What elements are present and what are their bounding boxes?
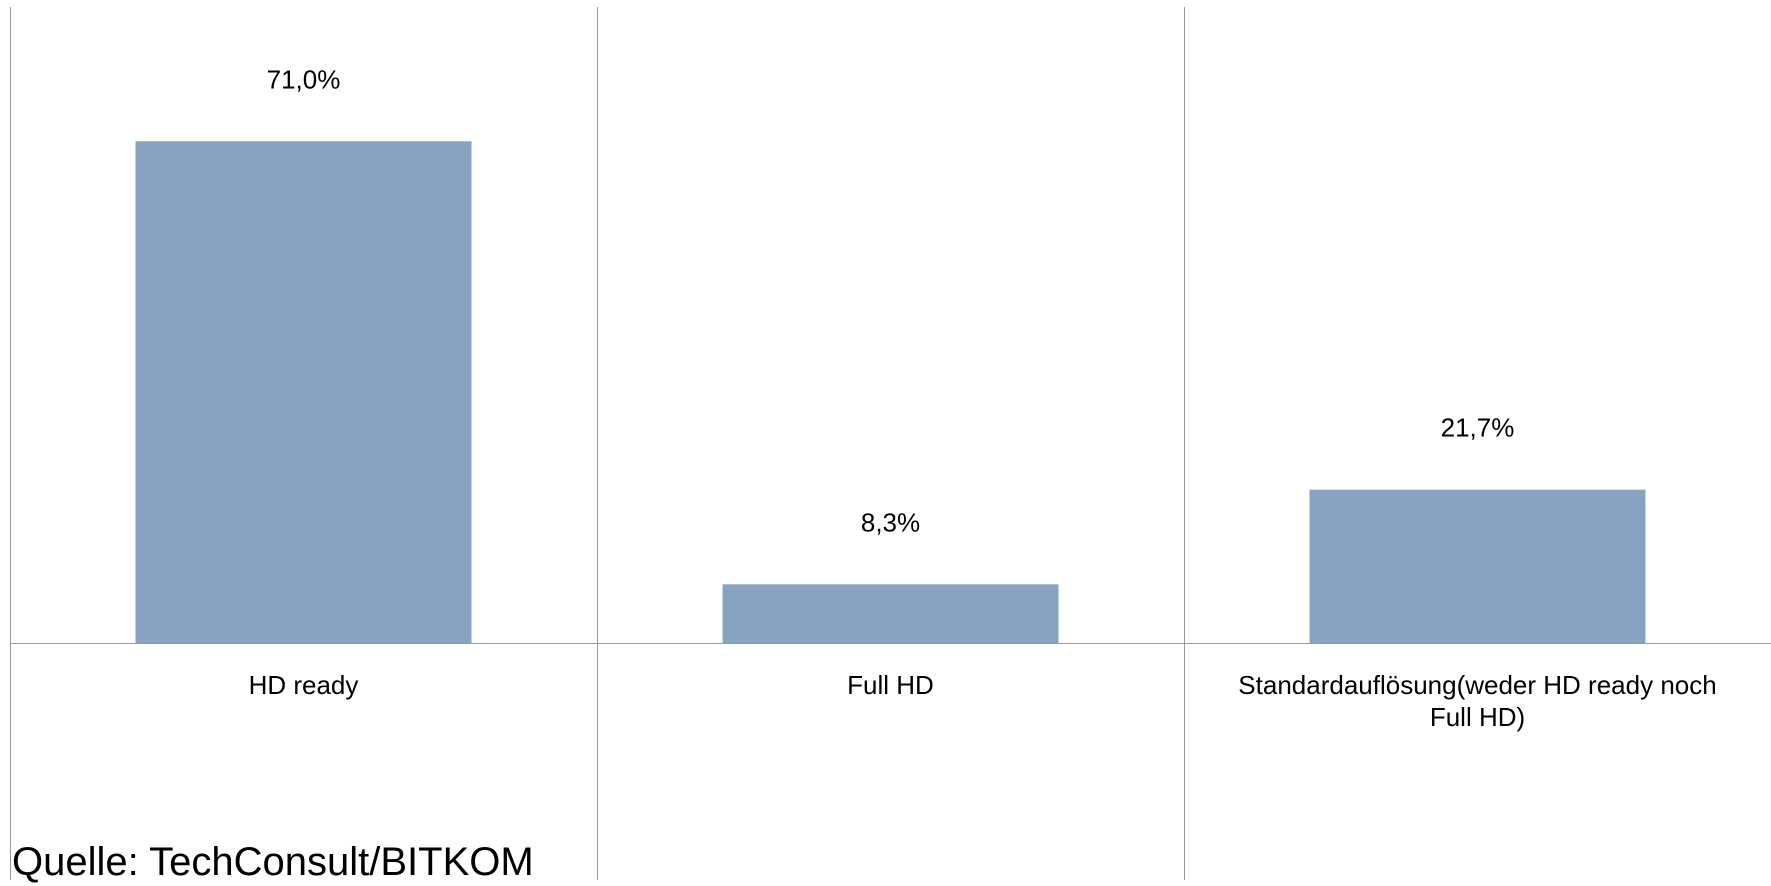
category-label-3: Standardauflösung(weder HD ready noch Ful… [1238,670,1716,732]
category-label-line: Standardauflösung(weder HD ready noch [1238,670,1716,700]
data-label-2: 8,3% [861,507,920,537]
source-note: Quelle: TechConsult/BITKOM [12,840,534,884]
category-labels: HD ready Full HD Standardauflösung(weder H… [249,670,1717,732]
data-label-3: 21,7% [1441,413,1515,443]
category-label-2: Full HD [847,670,934,700]
axes [10,7,1771,880]
bar-2 [722,584,1059,643]
bar-1 [135,141,472,643]
category-label-1: HD ready [249,670,359,700]
bar-3 [1309,489,1646,643]
data-label-1: 71,0% [267,64,341,94]
category-label-line: Full HD [847,670,934,700]
data-labels: 71,0% 8,3% 21,7% [267,64,1515,537]
category-label-line: Full HD) [1430,702,1525,732]
category-label-line: HD ready [249,670,359,700]
bars [135,141,1646,643]
